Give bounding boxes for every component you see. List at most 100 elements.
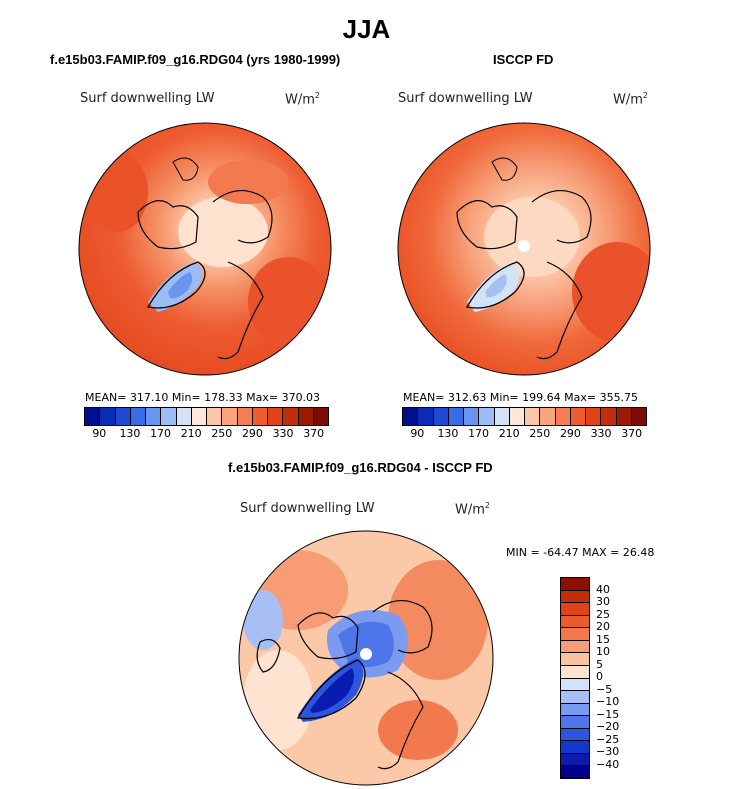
left-map-border (78, 122, 332, 376)
diff-colorbar-swatch (561, 603, 589, 616)
left-colorbar-swatch (130, 408, 146, 425)
left-colorbar-swatch (191, 408, 207, 425)
left-colorbar-tick-label: 210 (180, 427, 202, 440)
diff-coastline-siberia (372, 600, 433, 654)
right-colorbar-tick-label: 250 (529, 427, 551, 440)
left-colorbar-tick-label: 170 (150, 427, 172, 440)
right-colorbar-ticks: 90 130 170 210 250 290 330 370 (402, 427, 647, 441)
left-colorbar-swatch (298, 408, 314, 425)
left-colorbar-tick-label: 330 (272, 427, 294, 440)
left-coastline-greenland (146, 261, 206, 309)
right-colorbar-swatch (570, 408, 586, 425)
diff-colorbar-swatch (561, 753, 589, 767)
diff-panel-title: f.e15b03.FAMIP.f09_g16.RDG04 - ISCCP FD (228, 460, 493, 475)
diff-colorbar-tick-label: −40 (596, 757, 620, 771)
left-colorbar-swatch (207, 408, 223, 425)
diff-units-label: W/m2 (455, 501, 490, 518)
diff-colorbar-tick-label: 10 (596, 645, 610, 658)
right-coastline-canada (456, 200, 518, 250)
left-stats: MEAN= 317.10 Min= 178.33 Max= 370.03 (85, 391, 321, 404)
right-coastline-alaska (491, 157, 518, 181)
right-polar-map (397, 122, 651, 376)
left-panel-title: f.e15b03.FAMIP.f09_g16.RDG04 (yrs 1980-1… (50, 52, 341, 67)
diff-pole-hole (360, 648, 372, 660)
diff-variable-label: Surf downwelling LW (240, 501, 375, 516)
diff-polar-map (238, 530, 494, 786)
diff-colorbar-swatch (561, 615, 589, 629)
diff-colorbar-swatch (561, 741, 589, 754)
diff-colorbar-ticks: 40 30 25 20 15 10 5 0 −5 −10 −15 −20 −25 −30 −40 (596, 577, 636, 777)
diff-colorbar-tick-label: −30 (596, 745, 620, 758)
page-title: JJA (342, 14, 391, 44)
left-coastline-europe (217, 261, 264, 360)
right-colorbar-swatch (403, 408, 419, 425)
left-colorbar-tick-label: 290 (241, 427, 263, 440)
right-units-label: W/m2 (613, 91, 648, 108)
right-colorbar-tick-label: 370 (621, 427, 643, 440)
right-variable-label: Surf downwelling LW (398, 91, 533, 106)
diff-colorbar-swatch (561, 703, 589, 717)
diff-colorbar-swatch (561, 640, 589, 654)
left-colorbar-swatch (161, 408, 177, 425)
right-colorbar-swatch (418, 408, 434, 425)
left-colorbar-swatch (283, 408, 299, 425)
diff-colorbar-tick-label: 15 (596, 632, 610, 646)
diff-colorbar-tick-label: −15 (596, 707, 620, 721)
left-arctic-ocean-region (178, 197, 268, 267)
right-colorbar-swatch (509, 408, 525, 425)
diff-colorbar-swatch (561, 653, 589, 666)
diff-colorbar-tick-label: 30 (596, 595, 610, 608)
left-colorbar-swatch (237, 408, 253, 425)
left-colorbar-tick-label: 90 (92, 427, 107, 440)
diff-colorbar-swatch (561, 678, 589, 692)
left-colorbar-ticks: 90 130 170 210 250 290 330 370 (84, 427, 329, 441)
right-coastline-europe (536, 261, 583, 360)
diff-colorbar (560, 577, 590, 779)
right-colorbar-tick-label: 290 (559, 427, 581, 440)
left-colorbar-bar (84, 407, 329, 426)
right-map-border (397, 122, 651, 376)
left-colorbar-swatch (268, 408, 284, 425)
diff-warm-region-2 (388, 560, 488, 680)
right-colorbar-swatch (540, 408, 556, 425)
diff-colorbar-swatch (561, 590, 589, 604)
diff-coastline-europe (377, 671, 424, 770)
diff-warm-region-3 (378, 700, 458, 760)
left-colorbar-tick-label: 130 (119, 427, 141, 440)
right-colorbar-swatch (525, 408, 541, 425)
diff-neutral-region (243, 650, 313, 750)
right-colorbar-swatch (433, 408, 449, 425)
diff-cold-region-west (243, 590, 283, 650)
right-colorbar-swatch (601, 408, 617, 425)
left-colorbar-swatch (252, 408, 268, 425)
right-colorbar-swatch (448, 408, 464, 425)
right-colorbar-swatch (464, 408, 480, 425)
diff-colorbar-tick-label: 20 (596, 620, 610, 633)
right-colorbar-swatch (631, 408, 646, 425)
left-colorbar-swatch (313, 408, 328, 425)
diff-colorbar-tick-label: −25 (596, 732, 620, 746)
left-greenland-core (168, 272, 193, 299)
diff-coastline-greenland (296, 659, 366, 720)
right-colorbar-tick-label: 130 (437, 427, 459, 440)
right-colorbar-bar (402, 407, 647, 426)
left-coastline-siberia (212, 190, 273, 244)
right-colorbar-swatch (616, 408, 632, 425)
right-colorbar-swatch (555, 408, 571, 425)
left-colorbar-tick-label: 370 (303, 427, 325, 440)
diff-colorbar-tick-label: 25 (596, 607, 610, 621)
diff-colorbar-bar (560, 577, 590, 779)
right-coastline-siberia (531, 190, 592, 244)
diff-colorbar-swatch (561, 716, 589, 729)
right-colorbar (402, 407, 647, 426)
right-arctic-ocean-region (484, 197, 580, 277)
right-greenland-core (485, 274, 507, 298)
right-colorbar-swatch (494, 408, 510, 425)
left-colorbar-tick-label: 250 (211, 427, 233, 440)
left-colorbar-swatch (115, 408, 131, 425)
diff-stats: MIN = -64.47 MAX = 26.48 (506, 546, 655, 559)
left-colorbar-swatch (85, 408, 101, 425)
diff-colorbar-tick-label: −20 (596, 720, 620, 733)
diff-colorbar-tick-label: −10 (596, 695, 620, 708)
diff-coastline-baffin (256, 638, 281, 673)
